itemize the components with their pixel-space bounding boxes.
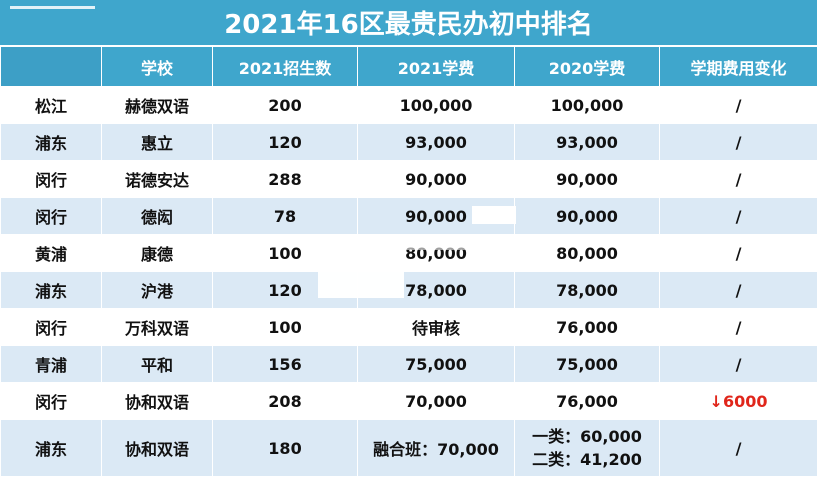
fee-2020-cell: 75,000 (514, 345, 660, 383)
district-cell: 黄浦 (0, 234, 102, 272)
header-row: 学校 2021招生数 2021学费 2020学费 学期费用变化 (0, 46, 817, 87)
school-cell: 协和双语 (101, 382, 213, 420)
fee-2020-line: 二类：41,200 (532, 450, 642, 469)
school-cell: 诺德安达 (101, 160, 213, 198)
change-cell: / (659, 345, 817, 383)
fee-2020-cell: 76,000 (514, 382, 660, 420)
fee-2021-cell: 待审核 (357, 308, 515, 346)
table-row: 黄浦 康德 100 80,000 80,000 / (0, 234, 817, 272)
table-row: 闵行 万科双语 100 待审核 76,000 / (0, 308, 817, 346)
change-cell: / (659, 86, 817, 124)
district-cell: 浦东 (0, 123, 102, 161)
fee-2020-cell: 90,000 (514, 160, 660, 198)
table-row: 闵行 诺德安达 288 90,000 90,000 / (0, 160, 817, 198)
fee-2020-cell: 80,000 (514, 234, 660, 272)
school-cell: 德闳 (101, 197, 213, 235)
header-fee-2021: 2021学费 (357, 46, 515, 87)
district-cell: 松江 (0, 86, 102, 124)
district-cell: 浦东 (0, 271, 102, 309)
header-district (0, 46, 102, 87)
ranking-table: 学校 2021招生数 2021学费 2020学费 学期费用变化 松江 赫德双语 … (0, 46, 817, 477)
title-banner: 2021年16区最贵民办初中排名 (0, 0, 817, 45)
fee-2021-cell: 75,000 (357, 345, 515, 383)
fee-2021-cell: 100,000 (357, 86, 515, 124)
header-enrollment-2021: 2021招生数 (212, 46, 358, 87)
fee-2020-cell: 93,000 (514, 123, 660, 161)
district-cell: 闵行 (0, 160, 102, 198)
school-cell: 赫德双语 (101, 86, 213, 124)
school-cell: 平和 (101, 345, 213, 383)
school-cell: 惠立 (101, 123, 213, 161)
table-row: 闵行 德闳 78 90,000 90,000 / (0, 197, 817, 235)
header-fee-change: 学期费用变化 (659, 46, 817, 87)
change-cell-decrease: ↓6000 (659, 382, 817, 420)
table-row: 松江 赫德双语 200 100,000 100,000 / (0, 86, 817, 124)
school-cell: 万科双语 (101, 308, 213, 346)
district-cell: 浦东 (0, 419, 102, 477)
change-cell: / (659, 234, 817, 272)
page-title: 2021年16区最贵民办初中排名 (224, 10, 593, 40)
change-cell: / (659, 197, 817, 235)
enrollment-cell: 78 (212, 197, 358, 235)
district-cell: 闵行 (0, 308, 102, 346)
school-cell: 协和双语 (101, 419, 213, 477)
enrollment-cell: 288 (212, 160, 358, 198)
fee-2020-cell: 76,000 (514, 308, 660, 346)
fee-2021-cell: 融合班：70,000 (357, 419, 515, 477)
fee-2021-cell: 93,000 (357, 123, 515, 161)
fee-2020-cell: 100,000 (514, 86, 660, 124)
corner-mark (10, 6, 95, 9)
district-cell: 青浦 (0, 345, 102, 383)
fee-2020-cell: 78,000 (514, 271, 660, 309)
white-smudge (472, 206, 516, 224)
change-cell: / (659, 308, 817, 346)
fee-2021-cell: 70,000 (357, 382, 515, 420)
change-cell: / (659, 271, 817, 309)
change-cell: / (659, 123, 817, 161)
school-cell: 沪港 (101, 271, 213, 309)
district-cell: 闵行 (0, 197, 102, 235)
enrollment-cell: 180 (212, 419, 358, 477)
fee-2020-cell: 一类：60,000 二类：41,200 (514, 419, 660, 477)
change-cell: / (659, 419, 817, 477)
change-cell: / (659, 160, 817, 198)
white-smudge (406, 240, 470, 250)
fee-2020-cell: 90,000 (514, 197, 660, 235)
fee-2021-cell: 90,000 (357, 160, 515, 198)
table-row: 青浦 平和 156 75,000 75,000 / (0, 345, 817, 383)
header-school: 学校 (101, 46, 213, 87)
enrollment-cell: 100 (212, 308, 358, 346)
table-row: 浦东 惠立 120 93,000 93,000 / (0, 123, 817, 161)
school-cell: 康德 (101, 234, 213, 272)
fee-2020-stack: 一类：60,000 二类：41,200 (516, 425, 659, 471)
enrollment-cell: 200 (212, 86, 358, 124)
fee-2020-line: 一类：60,000 (532, 427, 642, 446)
enrollment-cell: 120 (212, 123, 358, 161)
enrollment-cell: 156 (212, 345, 358, 383)
table-row: 闵行 协和双语 208 70,000 76,000 ↓6000 (0, 382, 817, 420)
district-cell: 闵行 (0, 382, 102, 420)
table-row: 浦东 协和双语 180 融合班：70,000 一类：60,000 二类：41,2… (0, 419, 817, 477)
table-row: 浦东 沪港 120 78,000 78,000 / (0, 271, 817, 309)
enrollment-cell: 208 (212, 382, 358, 420)
white-smudge (318, 236, 404, 298)
header-fee-2020: 2020学费 (514, 46, 660, 87)
